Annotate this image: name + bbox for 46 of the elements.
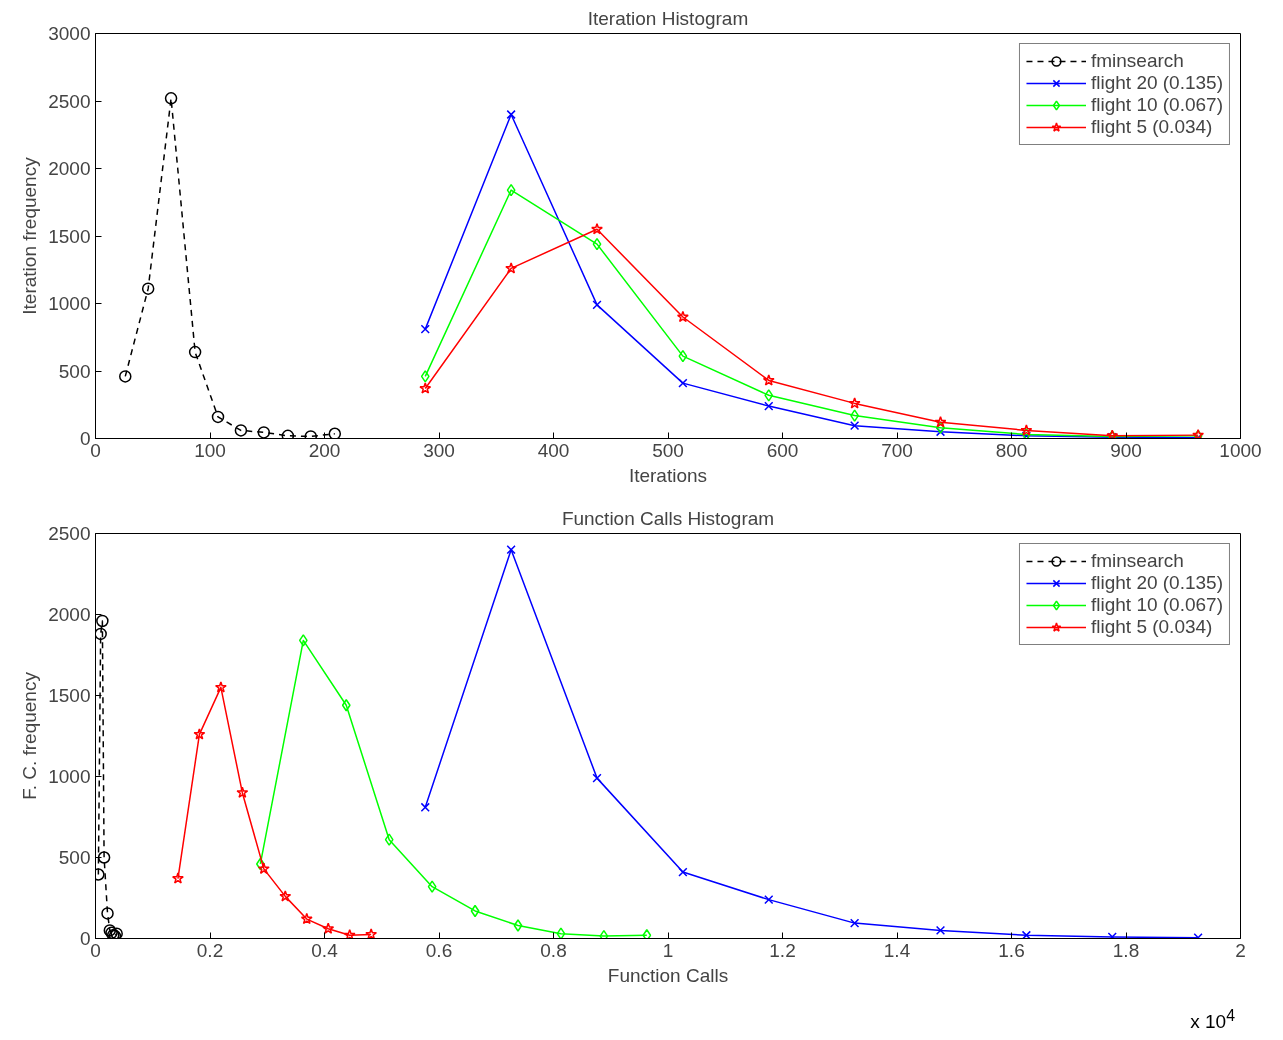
y-tick-label: 1000 [48,293,91,314]
x-tick-label: 0.6 [425,939,453,961]
x-tick-label: 1.4 [883,939,911,961]
x-tick-label: 0.8 [540,939,567,961]
x-tick-label: 0.4 [311,939,339,961]
legend-label: flight 20 (0.135) [1090,72,1223,94]
y-axis-title: F. C. frequency [19,671,41,800]
x-tick-label: 300 [423,439,455,461]
legend-label: flight 5 (0.034) [1090,616,1213,638]
x-tick-label: 1.2 [769,939,796,961]
x-tick-label: 500 [652,439,684,461]
x-axis-title: Function Calls [607,964,729,986]
y-tick-label: 500 [58,360,91,382]
x-tick-label: 600 [766,439,799,461]
x-tick-label: 1.8 [1112,939,1140,961]
x-tick-label: 1000 [1219,439,1262,461]
y-tick-label: 1500 [48,225,91,247]
y-tick-label: 2500 [48,90,91,112]
legend-label: fminsearch [1090,50,1184,72]
x-tick-label: 1.6 [998,939,1025,961]
x-tick-label: 700 [881,439,913,461]
x-tick-label: 200 [308,439,341,461]
x-tick-label: 800 [995,439,1028,461]
x-tick-label: 2 [1235,939,1246,961]
x-tick-label: 0.2 [196,939,224,961]
x-tick-label: 100 [194,439,226,461]
legend-label: flight 10 (0.067) [1090,94,1223,116]
y-tick-label: 2000 [48,158,91,179]
legend-label: flight 5 (0.034) [1090,116,1213,138]
y-tick-label: 500 [58,847,91,868]
y-tick-label: 2000 [48,604,91,625]
y-axis-title: Iteration frequency [19,156,41,315]
x-tick-label: 900 [1110,439,1142,461]
chart-title: Iteration Histogram [587,7,749,29]
x-tick-label: 1 [662,939,674,961]
text: x 10$^{4}$ [1190,1006,1235,1035]
y-tick-label: 1000 [48,766,91,787]
y-tick-label: 3000 [48,23,91,44]
legend-label: fminsearch [1090,550,1184,572]
y-tick-label: 1500 [48,685,91,706]
x-axis-title: Iterations [628,464,708,486]
chart-title: Function Calls Histogram [561,507,775,529]
legend-label: flight 20 (0.135) [1090,572,1223,594]
y-tick-label: 2500 [48,523,91,544]
x-tick-label: 400 [537,439,570,461]
legend-label: flight 10 (0.067) [1090,594,1223,616]
